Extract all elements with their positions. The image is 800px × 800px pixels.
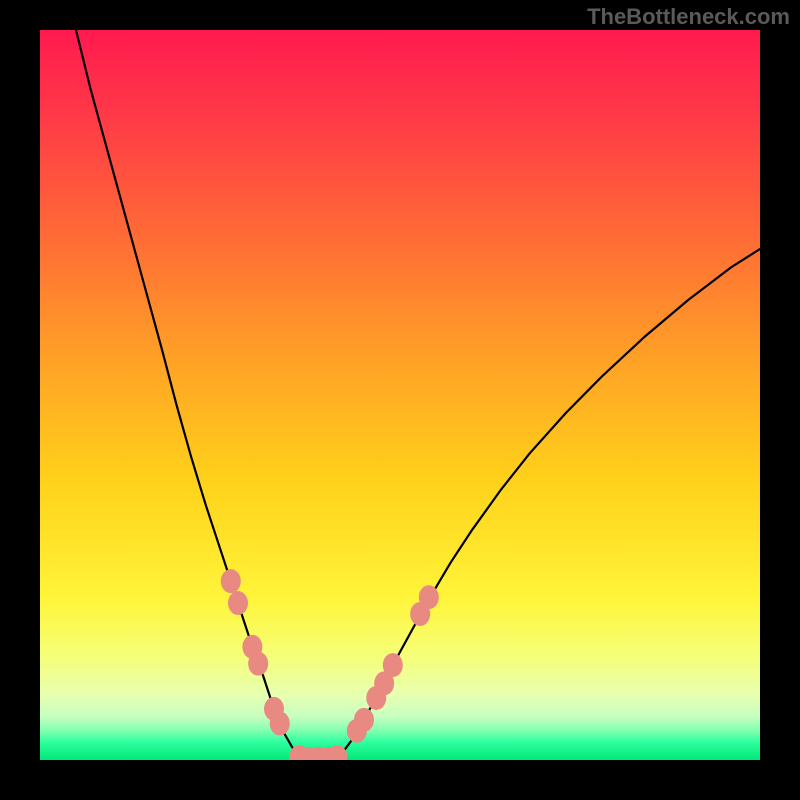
curve-marker [354, 708, 374, 732]
watermark-text: TheBottleneck.com [587, 4, 790, 30]
curve-marker [270, 712, 290, 736]
curve-marker [383, 653, 403, 677]
chart-overlay [40, 30, 760, 760]
curve-marker [228, 591, 248, 615]
curve-marker [248, 652, 268, 676]
bottleneck-curve [76, 30, 760, 760]
curve-marker [221, 569, 241, 593]
plot-area [40, 30, 760, 760]
marker-group [221, 569, 439, 760]
curve-marker [419, 585, 439, 609]
